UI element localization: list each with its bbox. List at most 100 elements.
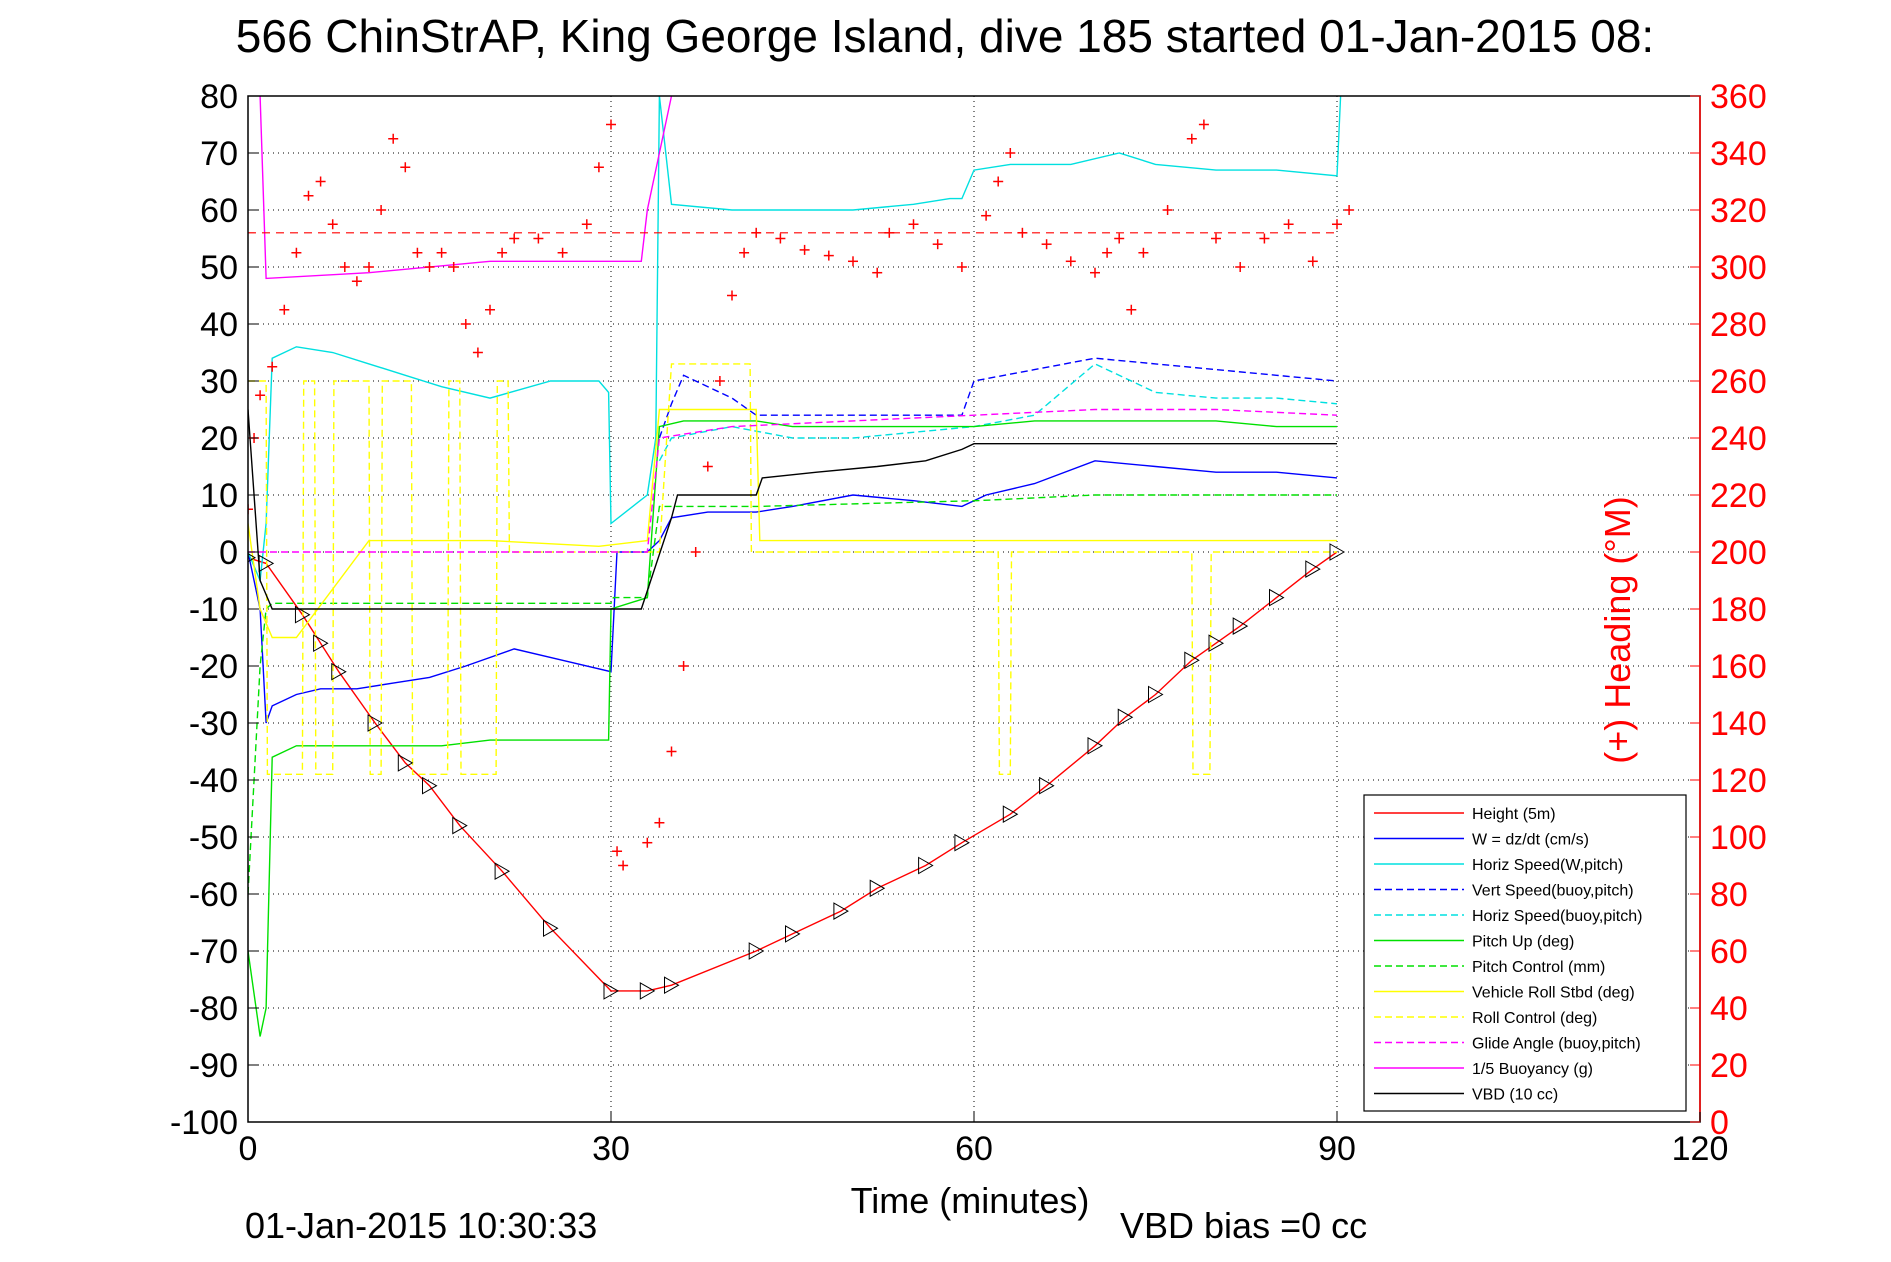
heading-point bbox=[1211, 233, 1221, 244]
x-tick-label: 90 bbox=[1318, 1130, 1356, 1168]
heading-point bbox=[678, 661, 689, 671]
heading-point bbox=[666, 746, 677, 757]
legend-label-4: Horiz Speed(buoy,pitch) bbox=[1472, 908, 1642, 925]
height-marker bbox=[452, 816, 468, 835]
right-y-tick-label: 20 bbox=[1710, 1047, 1748, 1085]
legend-label-6: Pitch Control (mm) bbox=[1472, 959, 1605, 976]
heading-point bbox=[884, 227, 895, 238]
height-marker bbox=[833, 902, 849, 920]
series-line-8 bbox=[248, 363, 1337, 775]
axes bbox=[247, 95, 1701, 1123]
heading-point bbox=[932, 239, 943, 250]
footer-timestamp: 01-Jan-2015 10:30:33 bbox=[245, 1205, 597, 1246]
heading-point bbox=[267, 361, 278, 372]
height-marker bbox=[313, 634, 329, 653]
y-tick-label: 50 bbox=[200, 249, 238, 287]
legend-label-10: 1/5 Buoyancy (g) bbox=[1472, 1061, 1593, 1078]
heading-point bbox=[327, 219, 338, 230]
height-marker bbox=[1002, 805, 1019, 824]
heading-point bbox=[1065, 256, 1076, 267]
heading-point bbox=[279, 304, 290, 315]
series-line-5 bbox=[248, 420, 1337, 1037]
right-y-tick-label: 240 bbox=[1710, 420, 1767, 458]
x-tick-label: 30 bbox=[592, 1130, 630, 1168]
height-marker bbox=[1232, 617, 1249, 635]
right-y-tick-label: 340 bbox=[1710, 135, 1767, 173]
heading-point bbox=[1005, 148, 1016, 158]
y-tick-label: 40 bbox=[200, 306, 238, 344]
right-y-tick-label: 260 bbox=[1710, 363, 1767, 401]
height-marker bbox=[1184, 651, 1200, 670]
footer-vbd-bias: VBD bias =0 cc bbox=[1120, 1205, 1367, 1246]
y-tick-label: -10 bbox=[189, 591, 238, 629]
heading-point bbox=[981, 210, 992, 221]
right-y-tick-label: 180 bbox=[1710, 591, 1767, 629]
series-line-7 bbox=[248, 408, 1337, 639]
heading-point bbox=[1114, 233, 1125, 244]
y-tick-label: -90 bbox=[189, 1047, 238, 1085]
height-marker bbox=[785, 925, 801, 943]
heading-point bbox=[436, 247, 447, 258]
right-y-tick-label: 40 bbox=[1710, 990, 1748, 1028]
heading-point bbox=[339, 262, 350, 272]
height-marker bbox=[494, 862, 511, 881]
heading-point bbox=[351, 276, 362, 287]
heading-point bbox=[727, 290, 737, 301]
right-y-tick-label: 100 bbox=[1710, 819, 1767, 857]
heading-point bbox=[1126, 304, 1137, 315]
heading-point bbox=[533, 233, 544, 244]
heading-point bbox=[303, 190, 314, 201]
y-tick-label: -50 bbox=[189, 819, 238, 857]
height-marker bbox=[1087, 736, 1104, 755]
y-tick-label: -40 bbox=[189, 762, 238, 800]
legend: Height (5m) W = dz/dt (cm/s) Horiz Speed(W… bbox=[1363, 794, 1687, 1112]
heading-point bbox=[1235, 262, 1246, 272]
y-tick-label: -100 bbox=[170, 1104, 238, 1142]
heading-point bbox=[823, 250, 834, 261]
heading-point bbox=[1283, 219, 1294, 230]
legend-label-11: VBD (10 cc) bbox=[1472, 1087, 1558, 1104]
heading-point bbox=[612, 846, 623, 857]
y-tick-label: -60 bbox=[189, 876, 238, 914]
height-marker bbox=[1329, 543, 1346, 561]
heading-point bbox=[799, 244, 810, 255]
heading-point bbox=[751, 227, 762, 238]
heading-point bbox=[485, 304, 495, 315]
height-marker bbox=[543, 919, 559, 938]
y-tick-label: 70 bbox=[200, 135, 238, 173]
heading-point bbox=[714, 376, 725, 386]
heading-point bbox=[690, 547, 701, 557]
height-marker bbox=[1208, 634, 1225, 653]
height-marker bbox=[1269, 588, 1285, 607]
heading-point bbox=[581, 219, 592, 230]
series-line-1 bbox=[248, 460, 1338, 724]
right-y-tick-label: 160 bbox=[1710, 648, 1767, 686]
legend-label-1: W = dz/dt (cm/s) bbox=[1472, 832, 1589, 849]
right-y-tick-label: 80 bbox=[1710, 876, 1748, 914]
height-marker bbox=[1148, 685, 1164, 704]
height-marker bbox=[422, 776, 438, 795]
legend-label-8: Roll Control (deg) bbox=[1472, 1010, 1597, 1027]
y-tick-label: 60 bbox=[200, 192, 238, 230]
y-tick-label: -30 bbox=[189, 705, 238, 743]
height-marker bbox=[1305, 560, 1321, 578]
height-marker bbox=[869, 879, 886, 898]
heading-point bbox=[618, 860, 629, 871]
legend-label-5: Pitch Up (deg) bbox=[1472, 934, 1574, 951]
heading-point bbox=[1041, 239, 1052, 250]
series-line-0 bbox=[248, 551, 1338, 992]
y-tick-label: 30 bbox=[200, 363, 238, 401]
heading-point bbox=[388, 133, 399, 144]
heading-point bbox=[424, 262, 435, 272]
heading-layer bbox=[248, 119, 1355, 871]
right-y-tick-label: 140 bbox=[1710, 705, 1767, 743]
height-marker bbox=[664, 976, 680, 995]
height-marker bbox=[331, 662, 347, 681]
x-tick-label: 120 bbox=[1672, 1130, 1729, 1168]
heading-point bbox=[557, 247, 568, 258]
height-marker bbox=[639, 982, 656, 1000]
height-marker bbox=[1117, 708, 1134, 727]
legend-label-2: Horiz Speed(W,pitch) bbox=[1472, 857, 1623, 874]
heading-point bbox=[956, 262, 967, 272]
